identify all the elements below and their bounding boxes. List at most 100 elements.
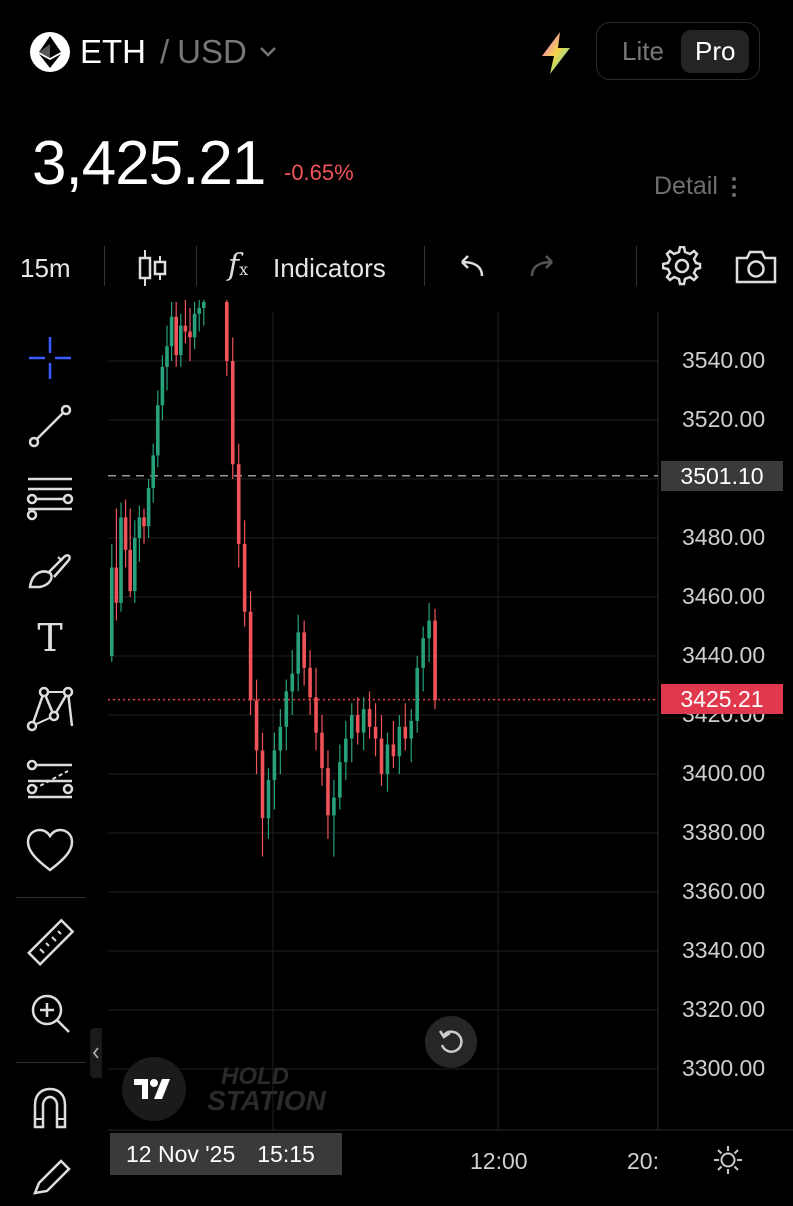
price-axis-label: 3380.00 [682,819,766,845]
camera-icon[interactable] [734,248,778,286]
settings-gear-icon[interactable] [662,246,702,286]
candle-down [123,517,128,550]
price-axis-label: 3320.00 [682,996,766,1022]
candle-up [151,455,155,488]
cursor-time: 15:15 [257,1140,315,1167]
candle-down [314,697,318,733]
magnet-icon[interactable] [22,1080,78,1136]
candle-up [338,762,342,798]
chevron-down-icon [259,47,276,57]
candle-down [326,768,330,816]
candle-down [373,726,378,739]
candle-down [242,543,247,612]
candle-down [128,549,132,592]
candle-up [169,316,174,347]
price-axis-label: 3440.00 [682,642,766,668]
candle-up [156,405,160,456]
candle-down [367,709,372,727]
candle-down [236,464,241,544]
eth-logo-icon [30,32,70,72]
candle-up [427,620,431,639]
detail-label: Detail [654,172,718,200]
candle-down [403,726,408,739]
ruler-tool-icon[interactable] [22,915,78,971]
candlestick-type-icon[interactable] [136,248,168,288]
indicators-button[interactable]: Indicators [273,253,386,283]
last-price-tag: 3425.21 [661,684,783,714]
mode-switch[interactable]: Lite Pro [596,22,760,80]
price-axis-label: 3460.00 [682,583,766,609]
candle-up [146,487,151,527]
candle-up [415,667,419,721]
price-chart[interactable] [0,300,793,1200]
pattern-tool-icon[interactable] [22,680,78,736]
candle-up [397,726,402,757]
brush-tool-icon[interactable] [22,540,78,596]
candle-up [349,715,354,739]
candle-up [266,779,271,819]
reset-icon [438,1030,463,1053]
price-axis-label: 3360.00 [682,878,766,904]
price-change: -0.65% [284,160,354,185]
tradingview-logo-icon[interactable] [122,1057,186,1121]
candle-down [248,611,253,701]
redo-icon[interactable] [528,252,560,282]
pair-separator: / [160,33,170,70]
trend-line-tool-icon[interactable] [22,398,78,454]
candle-down [230,361,235,465]
time-label: 12:00 [470,1148,528,1174]
price-axis-label: 3300.00 [682,1055,766,1081]
candle-up [192,313,197,338]
cursor-date: 12 Nov '25 [126,1140,236,1167]
candle-up [385,744,390,774]
candle-down [308,667,312,698]
candle-down [379,738,384,774]
time-cursor-label: 12 Nov '25 15:15 [110,1133,342,1175]
symbol-selector[interactable]: ETH / USD [30,28,277,76]
chevron-left-icon [92,1047,99,1059]
candle-down [174,316,178,356]
candle-down [142,517,146,527]
candle-up [278,726,283,751]
zoom-in-icon[interactable] [22,985,78,1041]
candle-up [409,720,414,739]
text-tool-icon[interactable]: T [37,616,63,660]
mode-lite-option[interactable]: Lite [622,35,664,66]
candle-up [110,567,114,656]
candle-up [119,517,123,603]
crosshair-tool-icon[interactable] [22,330,78,386]
candle-up [165,346,169,367]
candle-up [197,307,201,314]
holdstation-watermark: HOLD STATION [207,1063,327,1116]
candle-down [183,325,188,332]
candle-up [160,366,165,406]
lightning-icon[interactable] [536,30,576,76]
mode-pro-option[interactable]: Pro [681,29,750,73]
parallel-lines-tool-icon[interactable] [22,468,78,524]
candle-down [225,302,229,361]
forecast-tool-icon[interactable] [22,752,78,808]
theme-sun-icon[interactable] [712,1144,744,1176]
svg-text:HOLD: HOLD [221,1063,289,1090]
candle-up [284,691,289,727]
candle-up [202,302,206,308]
pencil-icon[interactable] [22,1150,78,1206]
interval-selector[interactable]: 15m [20,253,71,283]
time-label: 20: [627,1148,659,1174]
candle-down [114,567,119,603]
detail-button[interactable]: Detail [654,172,736,201]
undo-icon[interactable] [454,252,486,282]
reset-chart-button[interactable] [425,1016,477,1068]
candle-up [332,797,336,816]
high-line-price-tag: 3501.10 [661,461,783,491]
candle-up [296,632,300,674]
candle-down [433,620,437,701]
heart-icon[interactable] [22,822,78,878]
fx-icon: fx [228,248,249,283]
candle-up [179,325,183,356]
candle-up [272,750,277,780]
candle-down [391,744,396,757]
candle-down [188,331,192,338]
candle-up [421,638,425,668]
collapse-toolbar-button[interactable] [90,1028,102,1078]
